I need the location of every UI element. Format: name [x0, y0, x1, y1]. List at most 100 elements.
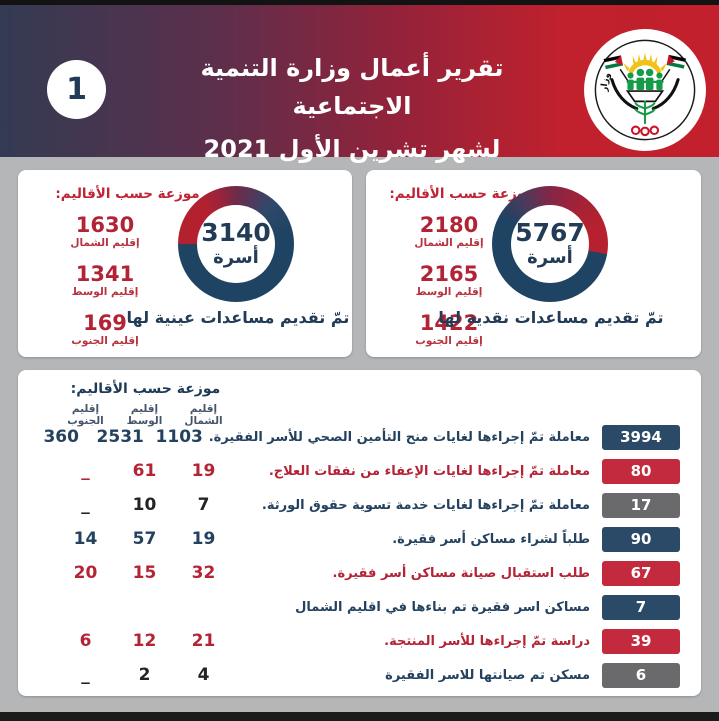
row-total-badge: 17: [602, 492, 680, 518]
region-stat: 2165 إقليم الوسط: [394, 263, 504, 299]
row-values: 7 10 _: [56, 495, 233, 515]
table-row: 7 مساكن اسر فقيرة تم بناءها في اقليم الش…: [18, 590, 701, 624]
region-value: 2180: [419, 213, 479, 237]
inkind-donut-chart: 3140 أسرة: [178, 186, 294, 302]
region-name: إقليم الشمال: [70, 237, 140, 249]
row-label: طلب استقبال صيانة مساكن أسر فقيرة.: [332, 565, 590, 581]
row-label: معاملة تمّ إجراءها لغايات خدمة تسوية حقو…: [261, 497, 590, 513]
value-north: 7: [197, 495, 210, 515]
table-row: 6 مسكن تم صيانتها للاسر الفقيرة 4 2 _: [18, 658, 701, 692]
title-line-1: تقرير أعمال وزارة التنمية الاجتماعية: [200, 54, 504, 120]
row-values: 32 15 20: [56, 563, 233, 583]
ministry-logo-icon: وزارة التنمية الاجتماعية: [583, 28, 706, 151]
donut-center: 3140 أسرة: [197, 205, 275, 283]
column-header-middle: إقليم الوسط: [126, 403, 163, 427]
cash-caption: تمّ تقديم مساعدات نقدية لها: [438, 308, 664, 327]
row-label: معاملة تمّ إجراءها لغايات منح التأمين ال…: [208, 429, 590, 445]
row-label: طلباً لشراء مساكن أسر فقيرة.: [392, 531, 590, 547]
column-header-south: إقليم الجنوب: [67, 403, 104, 427]
region-stat: 2180 إقليم الشمال: [394, 214, 504, 250]
families-unit: أسرة: [213, 247, 259, 268]
row-label: دراسة تمّ إجراءها للأسر المنتجة.: [384, 633, 590, 649]
region-name: إقليم الجنوب: [415, 335, 483, 347]
row-total-badge: 67: [602, 560, 680, 586]
region-stat: 1630 إقليم الشمال: [50, 214, 160, 250]
value-south: _: [81, 665, 90, 685]
table-row: 17 معاملة تمّ إجراءها لغايات خدمة تسوية …: [18, 488, 701, 522]
row-total-badge: 6: [602, 662, 680, 688]
row-values: 4 2 _: [56, 665, 233, 685]
region-value: 1422: [419, 311, 479, 335]
region-stats-list: 1630 إقليم الشمال 1341 إقليم الوسط 169 إ…: [50, 214, 160, 361]
distribution-label: موزعة حسب الأقاليم:: [389, 186, 534, 202]
row-total-badge: 3994: [602, 424, 680, 450]
row-total-badge: 39: [602, 628, 680, 654]
column-header-north: إقليم الشمال: [184, 403, 223, 427]
chain-links: [630, 125, 660, 137]
value-middle: 15: [132, 563, 157, 583]
table-row: 90 طلباً لشراء مساكن أسر فقيرة. 19 57 14: [18, 522, 701, 556]
hand-left: [610, 78, 639, 111]
value-south: 6: [79, 631, 92, 651]
row-values: 21 12 6: [56, 631, 233, 651]
distribution-label: موزعة حسب الأقاليم:: [55, 186, 200, 202]
table-row: 80 معاملة تمّ إجراءها لغايات الإعفاء من …: [18, 454, 701, 488]
region-value: 1630: [75, 213, 135, 237]
column-headers: إقليم الشمال إقليم الوسط إقليم الجنوب: [56, 403, 233, 427]
row-values: 19 57 14: [56, 529, 233, 549]
report-header: 1 تقرير أعمال وزارة التنمية الاجتماعية ل…: [0, 5, 719, 163]
value-north: 32: [191, 563, 216, 583]
value-middle: 2531: [96, 427, 144, 447]
value-middle: 61: [132, 461, 157, 481]
region-name: إقليم الوسط: [71, 286, 139, 298]
value-north: 19: [191, 461, 216, 481]
region-name: إقليم الوسط: [415, 286, 483, 298]
plant: [634, 100, 656, 125]
region-stat: 1341 إقليم الوسط: [50, 263, 160, 299]
bottom-black-strip: [0, 712, 719, 721]
page-number-badge: 1: [47, 60, 106, 119]
row-values: 19 61 _: [56, 461, 233, 481]
region-stat: 1422 إقليم الجنوب: [394, 312, 504, 348]
title-line-2: لشهر تشرين الأول 2021: [203, 135, 501, 163]
table-row: 39 دراسة تمّ إجراءها للأسر المنتجة. 21 1…: [18, 624, 701, 658]
value-north: 4: [197, 665, 210, 685]
value-middle: 57: [132, 529, 157, 549]
value-middle: 10: [132, 495, 157, 515]
region-name: إقليم الجنوب: [71, 335, 139, 347]
table-title: موزعة حسب الأقاليم:: [70, 381, 221, 397]
row-total-badge: 90: [602, 526, 680, 552]
value-south: 360: [43, 427, 79, 447]
family-figures: [626, 68, 664, 90]
donut-center: 5767 أسرة: [511, 205, 589, 283]
row-total-badge: 80: [602, 458, 680, 484]
cash-aid-card: موزعة حسب الأقاليم: 2180 إقليم الشمال 21…: [366, 170, 701, 357]
region-value: 2165: [419, 262, 479, 286]
inkind-caption: تمّ تقديم مساعدات عينية لها: [126, 308, 350, 327]
region-stat: 169 إقليم الجنوب: [50, 312, 160, 348]
top-black-strip: [0, 0, 719, 5]
sun-rays: [623, 52, 667, 74]
row-label: معاملة تمّ إجراءها لغايات الإعفاء من نفق…: [268, 463, 590, 479]
basket: [625, 90, 665, 103]
total-families: 3140: [201, 218, 271, 247]
value-south: _: [81, 461, 90, 481]
row-label: مساكن اسر فقيرة تم بناءها في اقليم الشما…: [295, 599, 590, 615]
page-title: تقرير أعمال وزارة التنمية الاجتماعية لشه…: [150, 49, 554, 173]
region-stats-list: 2180 إقليم الشمال 2165 إقليم الوسط 1422 …: [394, 214, 504, 361]
table-rows: 3994 معاملة تمّ إجراءها لغايات منح التأم…: [18, 420, 701, 692]
value-south: _: [81, 495, 90, 515]
table-row: 3994 معاملة تمّ إجراءها لغايات منح التأم…: [18, 420, 701, 454]
jordan-flag-left: [603, 55, 630, 83]
region-name: إقليم الشمال: [414, 237, 484, 249]
value-north: 1103: [155, 427, 203, 447]
value-south: 20: [73, 563, 98, 583]
row-total-badge: 7: [602, 594, 680, 620]
value-south: 14: [73, 529, 98, 549]
value-north: 21: [191, 631, 216, 651]
value-north: 19: [191, 529, 216, 549]
value-middle: 2: [138, 665, 151, 685]
row-label: مسكن تم صيانتها للاسر الفقيرة: [385, 667, 590, 683]
table-row: 67 طلب استقبال صيانة مساكن أسر فقيرة. 32…: [18, 556, 701, 590]
statistics-table-card: موزعة حسب الأقاليم: إقليم الشمال إقليم ا…: [18, 370, 701, 696]
